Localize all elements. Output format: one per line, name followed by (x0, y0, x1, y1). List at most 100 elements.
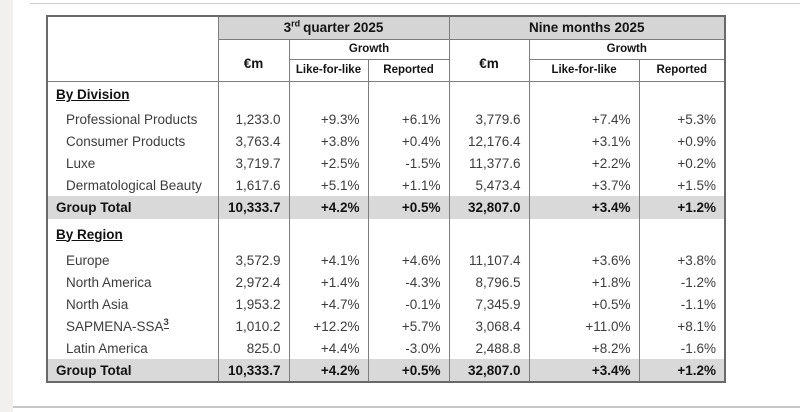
value-cell: 10,333.7 (217, 196, 289, 219)
section-row-by-division: By Division (46, 81, 726, 108)
table-row-europe: Europe 3,572.9 +4.1% +4.6% 11,107.4 +3.6… (46, 249, 726, 271)
value-cell: 1,233.0 (217, 108, 289, 130)
empty-cell (638, 219, 726, 249)
value-cell: 32,807.0 (448, 359, 530, 382)
value-cell: +8.1% (638, 315, 726, 337)
section-header-by-division: By Division (46, 81, 218, 108)
value-cell: +0.9% (638, 130, 726, 152)
value-cell: -1.2% (638, 271, 726, 293)
value-cell: +9.3% (288, 108, 368, 130)
value-cell: +4.6% (367, 249, 450, 271)
q3-period-header: 3rd quarter 2025 (217, 16, 450, 40)
table-row-luxe: Luxe 3,719.7 +2.5% -1.5% 11,377.6 +2.2% … (46, 152, 726, 174)
value-cell: +6.1% (367, 108, 450, 130)
value-cell: -4.3% (367, 271, 450, 293)
group-total-label: Group Total (46, 359, 218, 382)
value-cell: 3,068.4 (448, 315, 530, 337)
value-cell: +3.8% (638, 249, 726, 271)
value-cell: +8.2% (528, 337, 640, 359)
value-cell: 5,473.4 (448, 174, 530, 196)
value-cell: +0.5% (367, 196, 450, 219)
value-cell: -1.1% (638, 293, 726, 315)
corner-cell (46, 16, 218, 82)
value-cell: 12,176.4 (448, 130, 530, 152)
growth-header-nine-months: Growth (528, 39, 726, 60)
value-cell: +3.4% (528, 196, 640, 219)
header-growth-row: €m Growth €m Growth (47, 39, 726, 82)
section-header-by-region: By Region (46, 219, 218, 249)
footnote-marker: 3 (163, 317, 169, 329)
value-cell: +4.2% (288, 196, 368, 219)
value-cell: +0.5% (528, 293, 640, 315)
table-row-north-america: North America 2,972.4 +1.4% -4.3% 8,796.… (46, 271, 726, 293)
value-cell: 32,807.0 (448, 196, 530, 219)
value-cell: +2.5% (288, 152, 368, 174)
value-cell: +1.5% (638, 174, 726, 196)
value-cell: 2,488.8 (448, 337, 530, 359)
q3-ordinal-suffix: rd (291, 18, 301, 29)
row-label: Professional Products (46, 108, 218, 130)
value-cell: +4.4% (288, 337, 368, 359)
unit-header-q3: €m (217, 39, 289, 82)
value-cell: 825.0 (217, 337, 289, 359)
value-cell: +3.1% (528, 130, 640, 152)
row-label-text: SAPMENA-SSA (66, 318, 164, 334)
section-row-by-region: By Region (46, 219, 726, 249)
row-label: North Asia (46, 293, 218, 315)
value-cell: -0.1% (367, 293, 450, 315)
value-cell: +5.1% (288, 174, 368, 196)
empty-cell (367, 81, 450, 108)
value-cell: +3.8% (288, 130, 368, 152)
value-cell: +5.7% (367, 315, 450, 337)
value-cell: +1.1% (367, 174, 450, 196)
value-cell: +3.6% (528, 249, 640, 271)
table-row-north-asia: North Asia 1,953.2 +4.7% -0.1% 7,345.9 +… (46, 293, 726, 315)
value-cell: 1,617.6 (217, 174, 289, 196)
value-cell: +1.4% (288, 271, 368, 293)
table-row-dermatological-beauty: Dermatological Beauty 1,617.6 +5.1% +1.1… (46, 174, 726, 196)
empty-cell (288, 219, 368, 249)
empty-cell (448, 219, 530, 249)
value-cell: +4.7% (288, 293, 368, 315)
value-cell: 3,572.9 (217, 249, 289, 271)
page-left-edge (0, 0, 13, 412)
row-label: Dermatological Beauty (46, 174, 218, 196)
value-cell: +0.2% (638, 152, 726, 174)
q3-number: 3 (283, 20, 292, 36)
value-cell: -1.6% (638, 337, 726, 359)
value-cell: +1.2% (638, 196, 726, 219)
unit-header-nine-months: €m (448, 39, 530, 82)
row-label: Europe (46, 249, 218, 271)
row-label: Luxe (46, 152, 218, 174)
value-cell: 1,953.2 (217, 293, 289, 315)
row-label: Consumer Products (46, 130, 218, 152)
value-cell: -3.0% (367, 337, 450, 359)
value-cell: +11.0% (528, 315, 640, 337)
value-cell: +7.4% (528, 108, 640, 130)
value-cell: +3.7% (528, 174, 640, 196)
nine-months-period-header: Nine months 2025 (448, 16, 726, 40)
value-cell: +4.2% (288, 359, 368, 382)
value-cell: 7,345.9 (448, 293, 530, 315)
table-row-consumer-products: Consumer Products 3,763.4 +3.8% +0.4% 12… (46, 130, 726, 152)
value-cell: 3,719.7 (217, 152, 289, 174)
value-cell: 3,779.6 (448, 108, 530, 130)
table-row-latin-america: Latin America 825.0 +4.4% -3.0% 2,488.8 … (46, 337, 726, 359)
value-cell: +4.1% (288, 249, 368, 271)
results-table: 3rd quarter 2025 Nine months 2025 €m Grow… (46, 15, 727, 383)
group-total-label: Group Total (46, 196, 218, 219)
value-cell: 10,333.7 (217, 359, 289, 382)
header-subcolumn-row: Like-for-like Reported Like-for-like Rep… (47, 59, 726, 82)
value-cell: +5.3% (638, 108, 726, 130)
value-cell: 11,377.6 (448, 152, 530, 174)
value-cell: +1.2% (638, 359, 726, 382)
row-label: North America (46, 271, 218, 293)
q3-title-rest: quarter 2025 (303, 20, 384, 36)
growth-header-q3: Growth (288, 39, 450, 60)
page-bottom-edge (13, 406, 800, 408)
empty-cell (638, 81, 726, 108)
empty-cell (367, 219, 450, 249)
empty-cell (448, 81, 530, 108)
empty-cell (528, 81, 640, 108)
value-cell: +0.4% (367, 130, 450, 152)
